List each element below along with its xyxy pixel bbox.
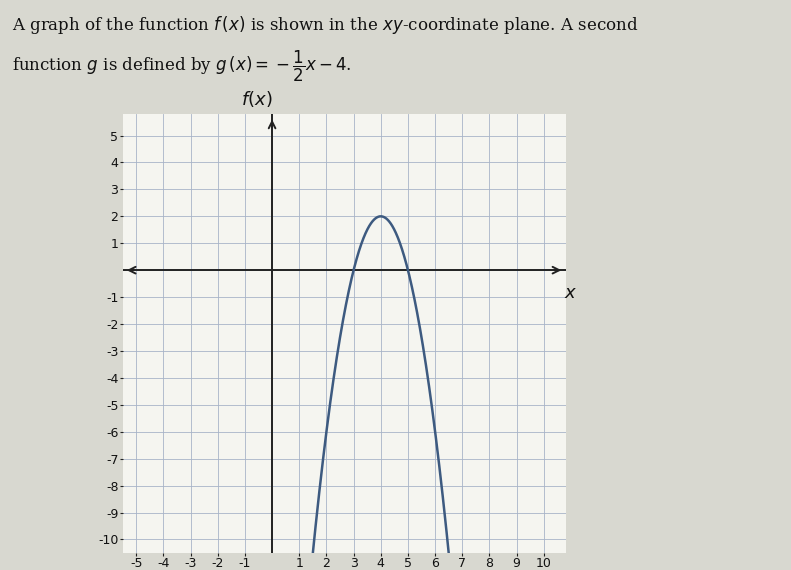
Text: function $g$ is defined by $g\,(x) = -\dfrac{1}{2}x - 4$.: function $g$ is defined by $g\,(x) = -\d… (12, 48, 351, 84)
Text: $f(x)$: $f(x)$ (240, 88, 272, 109)
Text: $x$: $x$ (564, 284, 577, 302)
Text: A graph of the function $f\,(x)$ is shown in the $xy$-coordinate plane. A second: A graph of the function $f\,(x)$ is show… (12, 14, 638, 36)
